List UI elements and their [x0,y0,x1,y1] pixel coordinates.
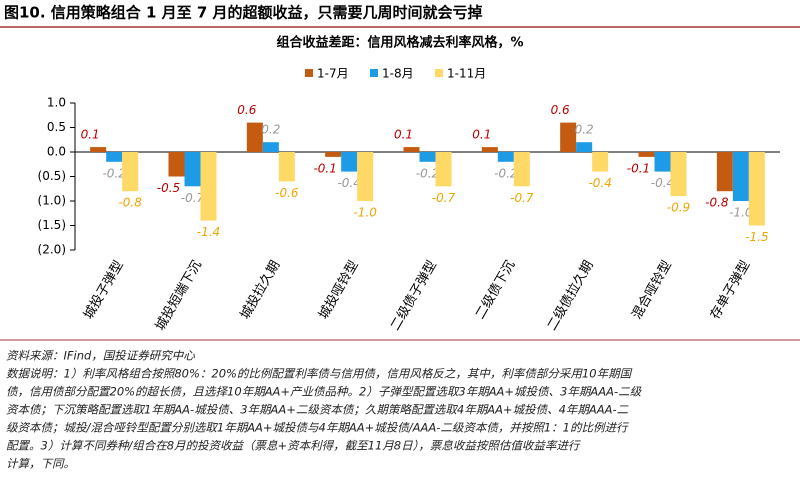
bar [106,152,123,162]
data-label: -0.1 [627,161,650,175]
x-tick-label: 二级债下沉 [473,258,518,322]
x-tick-label: 城投哑铃型 [315,258,361,322]
x-tick-label: 二级债拉久期 [545,258,597,333]
data-label: -0.8 [118,196,142,210]
data-label: 0.2 [261,123,280,137]
data-label: -0.4 [337,176,360,190]
bar [419,152,436,162]
data-label: 0.2 [575,123,594,137]
bar [748,152,765,226]
data-label: -0.7 [181,191,205,205]
y-tick-label: (0.5) [38,169,66,183]
bar [638,152,655,157]
data-label: 0.6 [237,103,256,117]
x-tick-group: 城投哑铃型 [315,258,361,322]
data-label: -1.0 [353,206,377,220]
data-label: -0.1 [313,161,336,175]
x-tick-group: 城投短端下沉 [152,258,205,334]
data-label: -1.5 [745,230,768,244]
data-label: 0.6 [551,103,570,117]
legend-swatch [435,69,443,77]
y-tick-label: (1.5) [38,218,66,232]
x-tick-group: 二级债子弹型 [388,258,440,333]
chart-title: 组合收益差距：信用风格减去利率风格，% [276,35,523,51]
bar [654,152,671,172]
data-label: -0.9 [667,201,690,215]
y-tick-label: (1.0) [38,194,66,208]
y-tick-label: 1.0 [47,96,66,110]
data-label: -0.2 [102,166,125,180]
legend-swatch [370,69,378,77]
bar [403,147,420,152]
x-tick-group: 存单子弹型 [708,258,753,322]
data-label: 0.1 [472,128,491,142]
bar [497,152,514,162]
note-line: 计算，下同。 [6,457,75,471]
bar [262,142,279,152]
x-tick-label: 存单子弹型 [708,258,753,322]
x-tick-group: 二级债拉久期 [545,258,597,333]
bar [200,152,217,221]
note-line: 级资本债；城投/混合哑铃型配置分别选取1年期AA+城投债与4年期AA+城投债/A… [6,421,629,435]
x-tick-label: 二级债子弹型 [388,258,440,333]
data-label: -0.5 [157,181,180,195]
bar [168,152,185,177]
legend-label: 1-7月 [317,67,349,81]
data-label: -1.0 [729,206,753,220]
note-line: 债，信用债部分配置20%的超长债，且选择10年期AA+产业债品种。2）子弹型配置… [6,385,643,399]
bar [560,122,577,152]
data-label: -0.8 [705,196,729,210]
data-label: -1.4 [197,225,220,239]
bar [325,152,342,157]
bar [513,152,530,187]
legend-label: 1-8月 [382,67,414,81]
bar [184,152,201,187]
x-tick-label: 城投子弹型 [80,258,126,322]
bar [341,152,358,172]
data-label: -0.2 [416,166,439,180]
data-label: -0.4 [651,176,674,190]
source: 资料来源：IFind，国投证券研究中心 [6,349,195,363]
bar [90,147,107,152]
x-tick-label: 城投短端下沉 [152,258,205,334]
bar [576,142,593,152]
bar [670,152,687,197]
bar [246,122,263,152]
page-title: 图10. 信用策略组合 1 月至 7 月的超额收益，只需要几周时间就会亏掉 [4,4,483,22]
data-label: 0.1 [394,128,413,142]
bar [481,147,498,152]
x-tick-label: 城投拉久期 [237,258,283,322]
data-label: -0.2 [494,166,517,180]
bar [435,152,452,187]
legend-label: 1-11月 [447,67,486,81]
data-label: 0.1 [81,128,100,142]
data-label: -0.4 [588,176,611,190]
data-label: -0.7 [432,191,456,205]
data-label: -0.7 [510,191,534,205]
bar [732,152,749,201]
x-tick-group: 城投子弹型 [80,258,126,322]
y-tick-label: 0.5 [47,120,66,134]
x-tick-group: 混合哑铃型 [629,258,674,322]
bar [716,152,733,192]
note-line: 数据说明：1）利率风格组合按照80%：20%的比例配置利率债与信用债，信用风格反… [6,367,633,381]
y-tick-label: (2.0) [38,243,66,257]
x-tick-label: 混合哑铃型 [629,258,674,322]
x-tick-group: 城投拉久期 [237,258,283,322]
y-tick-label: 0.0 [47,145,66,159]
x-tick-group: 二级债下沉 [473,258,518,322]
note-line: 配置。3）计算不同券种/组合在8月的投资收益（票息+资本利得，截至11月8日），… [6,439,581,453]
bar [357,152,374,201]
data-label: -0.6 [275,186,299,200]
bar [278,152,295,182]
bar [122,152,139,192]
note-line: 资本债；下沉策略配置选取1年期AA-城投债、3年期AA+二级资本债；久期策略配置… [6,403,629,417]
bar [592,152,609,172]
legend-swatch [305,69,313,77]
